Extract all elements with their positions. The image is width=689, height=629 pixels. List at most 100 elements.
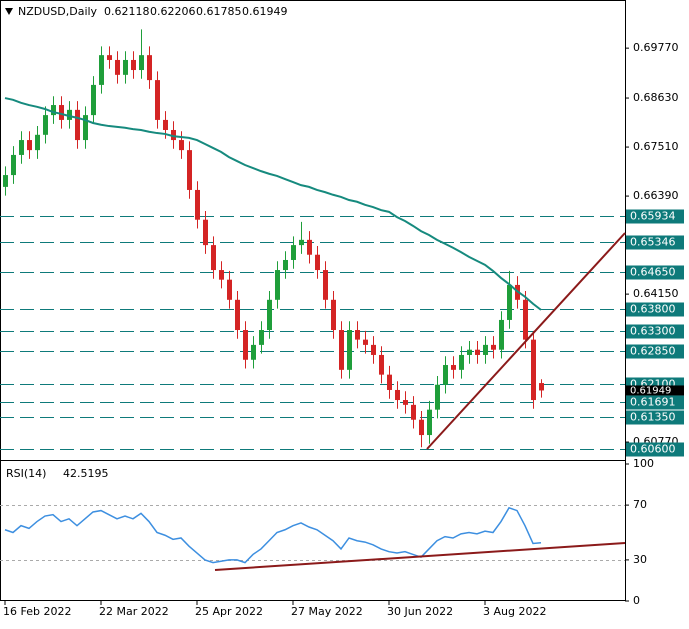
level-label-box <box>626 265 684 280</box>
y-tick-label: 70 <box>633 498 647 511</box>
candle-body <box>403 400 408 405</box>
candle-body <box>139 55 144 71</box>
candle-body <box>35 134 40 151</box>
x-tick-label: 25 Apr 2022 <box>195 605 263 618</box>
candle-body <box>59 105 64 120</box>
candle-body <box>179 140 184 151</box>
candle-body <box>83 115 88 141</box>
rsi-line <box>4 506 542 564</box>
candle-body <box>227 279 232 300</box>
candle-body <box>91 84 96 116</box>
level-label-box <box>626 410 684 425</box>
candle-body <box>19 140 24 155</box>
candle-body <box>163 119 168 130</box>
level-label: 0.64650 <box>630 266 676 279</box>
candle-body <box>203 219 208 246</box>
level-label-box <box>626 302 684 317</box>
candle-body <box>347 330 352 370</box>
candle-body <box>267 299 272 331</box>
level-label-box <box>626 344 684 359</box>
candle-body <box>379 354 384 375</box>
trend-line <box>426 232 626 450</box>
candle-body <box>99 55 104 85</box>
candle-body <box>27 140 32 151</box>
candle-body <box>491 344 496 350</box>
candle-body <box>211 245 216 271</box>
candle-body <box>315 254 320 271</box>
candle-body <box>155 80 160 120</box>
x-tick-label: 16 Feb 2022 <box>3 605 71 618</box>
level-label-box <box>626 235 684 250</box>
ohlc-close: 0.61949 <box>242 5 288 18</box>
level-label: 0.61691 <box>630 396 676 409</box>
level-label: 0.63300 <box>630 325 676 338</box>
candle-body <box>75 109 80 141</box>
candle-body <box>451 365 456 370</box>
candle-body <box>483 344 488 355</box>
ohlc-open: 0.62118 <box>104 5 150 18</box>
candle-body <box>435 384 440 410</box>
y-tick-label: 0 <box>633 594 640 607</box>
candle-body <box>331 299 336 331</box>
level-label: 0.61350 <box>630 411 676 424</box>
y-tick-label: 0.67510 <box>633 140 679 153</box>
candle-body <box>467 349 472 355</box>
current-price: 0.61949 <box>630 385 671 396</box>
candle-body <box>475 349 480 355</box>
candle-body <box>275 270 280 300</box>
candle-body <box>411 404 416 420</box>
level-label-box <box>626 442 684 457</box>
candle-body <box>235 299 240 331</box>
candle-body <box>3 175 8 187</box>
level-label-box <box>626 209 684 224</box>
level-label-box <box>626 395 684 410</box>
candle-body <box>195 189 200 220</box>
candle-body <box>323 270 328 300</box>
rsi-value: 42.5195 <box>63 467 109 480</box>
candle-body <box>539 383 544 391</box>
candle-body <box>363 339 368 345</box>
candle-body <box>499 319 504 350</box>
candle-body <box>387 374 392 390</box>
candle-body <box>147 55 152 81</box>
candle-body <box>419 419 424 436</box>
candle-body <box>283 259 288 271</box>
candle-body <box>219 270 224 280</box>
level-label: 0.65934 <box>630 210 676 223</box>
level-label: 0.62850 <box>630 345 676 358</box>
candle-body <box>259 330 264 345</box>
x-tick-label: 30 Jun 2022 <box>387 605 453 618</box>
frame <box>0 0 626 601</box>
candle-body <box>307 239 312 255</box>
candle-body <box>355 330 360 340</box>
candle-body <box>299 239 304 246</box>
candle-body <box>371 344 376 355</box>
candle-body <box>427 409 432 436</box>
y-tick-label: 30 <box>633 553 647 566</box>
candle-body <box>443 365 448 385</box>
rsi-name: RSI(14) <box>6 467 46 480</box>
candle-body <box>43 115 48 135</box>
candle-body <box>123 59 128 75</box>
candle-body <box>395 389 400 401</box>
candle-body <box>171 129 176 141</box>
current-price-box <box>626 385 684 396</box>
y-tick-label: 0.64150 <box>633 287 679 300</box>
candle-body <box>243 330 248 360</box>
y-tick-label: 100 <box>633 457 654 470</box>
candle-body <box>339 330 344 370</box>
y-tick-label: 0.69770 <box>633 41 679 54</box>
symbol: NZDUSD,Daily <box>18 5 98 18</box>
y-tick-label: 0.66390 <box>633 189 679 202</box>
level-label-box <box>626 324 684 339</box>
level-label: 0.63800 <box>630 303 676 316</box>
candle-body <box>459 354 464 370</box>
ohlc-low: 0.61785 <box>196 5 242 18</box>
moving-average <box>4 97 542 311</box>
candle-body <box>51 105 56 116</box>
plot: 0.697700.686300.675100.663900.641500.607… <box>0 29 684 618</box>
rsi-trend-line <box>214 542 626 571</box>
candle-body <box>531 339 536 401</box>
candle-body <box>291 245 296 260</box>
